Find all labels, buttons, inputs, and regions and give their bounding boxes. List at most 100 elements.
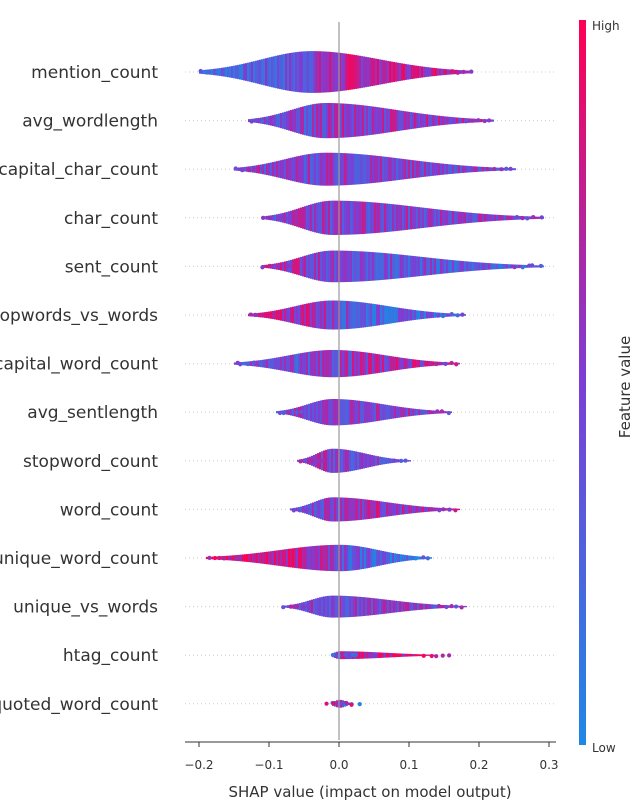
violin-slice: [401, 63, 403, 81]
violin-slice: [336, 651, 338, 659]
violin-slice: [369, 597, 371, 616]
violin-slice: [282, 356, 284, 371]
outlier-point: [539, 215, 544, 220]
violin-slice: [412, 206, 414, 230]
violin-slice: [241, 64, 243, 80]
violin-slice: [366, 401, 368, 423]
violin-slice: [370, 402, 372, 423]
violin-slice: [278, 160, 280, 178]
violin-slice: [405, 601, 407, 612]
violin-slice: [432, 410, 434, 414]
outlier-point: [440, 313, 446, 319]
violin-slice: [312, 351, 314, 376]
violin-slice: [366, 547, 368, 569]
violin-slice: [484, 213, 486, 222]
violin-slice: [446, 210, 448, 226]
violin-slice: [317, 51, 319, 93]
violin-slice: [384, 501, 386, 517]
outlier-point: [520, 265, 525, 270]
violin-slice: [334, 300, 336, 330]
violin-slice: [339, 595, 341, 618]
outlier-point: [320, 458, 326, 464]
violin-slice: [306, 352, 308, 376]
outlier-point: [454, 362, 459, 367]
violin-slice: [354, 251, 356, 282]
violin-slice: [314, 302, 316, 328]
violin-slice: [422, 506, 424, 513]
violin-slice: [442, 116, 444, 126]
violin-slice: [294, 548, 296, 568]
outlier-point: [357, 702, 362, 707]
violin-slice: [268, 162, 270, 176]
violin-slice: [447, 69, 449, 75]
x-tick-label: 0.0: [329, 758, 348, 772]
outlier-point: [527, 263, 532, 268]
outlier-point: [436, 603, 441, 609]
feature-label: quoted_word_count: [0, 695, 158, 715]
violin-slice: [480, 213, 482, 222]
violin-slice: [482, 166, 484, 172]
outlier-point: [217, 555, 222, 561]
violin-slice: [402, 653, 404, 657]
violin-slice: [402, 205, 404, 231]
violin-slice: [418, 556, 420, 560]
violin-slice: [332, 497, 334, 522]
violin-slice: [325, 596, 327, 618]
outlier-point: [265, 119, 270, 124]
violin-slice: [345, 53, 347, 91]
violin-slice: [374, 106, 376, 135]
violin-slice: [406, 255, 408, 278]
violin-slice: [352, 104, 354, 137]
violin-slice: [374, 202, 376, 234]
violin-slice: [318, 103, 320, 138]
violin-slice: [502, 215, 504, 221]
violin-slice: [318, 301, 320, 329]
violin-slice: [388, 157, 390, 182]
violin-slice: [320, 499, 322, 520]
violin-slice: [341, 53, 343, 91]
violin-slice: [320, 545, 322, 571]
violin-slice: [404, 504, 406, 515]
violin-slice: [264, 116, 266, 125]
violin-slice: [400, 110, 402, 131]
violin-slice: [394, 653, 396, 658]
violin-slice: [278, 550, 280, 566]
violin-slice: [462, 117, 464, 124]
violin-slice: [264, 163, 266, 175]
outlier-point: [434, 361, 439, 367]
violin-slice: [282, 112, 284, 129]
violin-slice: [333, 595, 335, 618]
violin-slice: [424, 257, 426, 276]
violin-slice: [243, 63, 245, 81]
outlier-point: [455, 313, 460, 318]
violin-slice: [302, 304, 304, 326]
violin-slice: [340, 200, 342, 235]
violin-slice: [466, 261, 468, 272]
violin-slice: [434, 312, 436, 318]
violin-slice: [428, 654, 430, 656]
violin-slice: [416, 310, 418, 320]
violin-slice: [446, 116, 448, 125]
violin-slice: [302, 256, 304, 277]
violin-slice: [244, 361, 246, 366]
violin-slice: [274, 357, 276, 370]
violin-slice: [240, 554, 242, 562]
outlier-point: [313, 506, 318, 511]
violin-slice: [277, 55, 279, 89]
violin-slice: [402, 110, 404, 131]
violin-slice: [331, 51, 333, 93]
violin-slice: [366, 154, 368, 184]
violin-slice: [492, 263, 494, 270]
violin-slice: [349, 54, 351, 90]
violin-slice: [344, 399, 346, 426]
violin-slice: [452, 508, 454, 511]
violin-slice: [408, 309, 410, 321]
violin-slice: [458, 508, 460, 511]
violin-slice: [372, 202, 374, 234]
violin-slice: [264, 551, 266, 565]
violin-slice: [424, 506, 426, 513]
violin-slice: [356, 546, 358, 570]
violin-slice: [346, 399, 348, 425]
violin-slice: [310, 104, 312, 137]
violin-slice: [413, 602, 415, 611]
